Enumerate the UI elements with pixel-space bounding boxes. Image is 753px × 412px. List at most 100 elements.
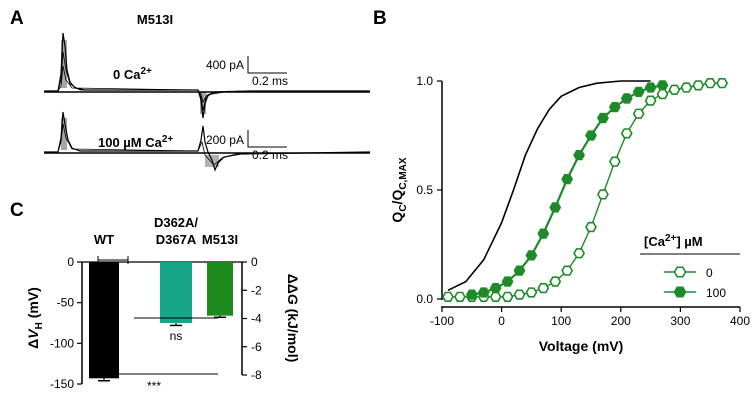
panel-b-reference-curve — [447, 80, 651, 292]
panel-c-bars: WT D362A/D367A M513I — [89, 215, 238, 382]
significance-ns: ns — [170, 329, 183, 343]
b-point-100 — [549, 202, 562, 213]
c-category-label-0: WT — [94, 232, 114, 247]
panel-a: A M513I 0 Ca2+ 400 pA 0.2 ms 100 µM Ca2+ — [10, 8, 371, 172]
b-legend-marker-100 — [673, 286, 687, 298]
b-point-100 — [620, 93, 633, 104]
b-point-100 — [537, 228, 550, 239]
b-ytick-label: 1.0 — [416, 74, 433, 88]
c-ytick-label: -150 — [50, 377, 74, 391]
c-y2-axis-title: ΔΔG (kJ/mol) — [285, 274, 301, 363]
c-y2tick-label: -6 — [251, 340, 262, 354]
b-x-axis-title: Voltage (mV) — [539, 338, 624, 354]
b-point-0 — [585, 221, 597, 233]
scale-current-2: 200 pA — [206, 133, 244, 147]
b-point-0 — [442, 291, 454, 302]
b-xtick-label: 300 — [670, 314, 690, 328]
c-y-axis-title: ΔVH (mV) — [25, 287, 45, 349]
panel-b-axes: -100 0 100 200 300 400 0.0 0.5 1.0 Voltage (mV) QC… — [389, 74, 750, 354]
b-point-0 — [656, 88, 669, 100]
b-point-0 — [680, 82, 693, 93]
trace2-label: 100 µM Ca2+ — [98, 134, 173, 150]
b-point-100 — [632, 86, 645, 98]
b-xtick-label: 400 — [730, 314, 750, 328]
c-category-label-1: D367A — [156, 232, 197, 247]
c-bar-2 — [207, 262, 233, 316]
b-point-100 — [513, 265, 526, 276]
significance-stars: *** — [147, 379, 161, 393]
b-point-0 — [489, 291, 502, 302]
panel-b-series — [442, 78, 729, 302]
b-point-0 — [561, 265, 574, 276]
panel-b-legend: [Ca2+] µM 0 100 — [640, 233, 740, 300]
panel-c: C 0 -50 -100 -150 0 -2 -4 -6 -8 ΔVH (mV) ΔΔG (kJ/m… — [10, 200, 301, 393]
b-point-0 — [704, 78, 717, 89]
scale-time-2: 0.2 ms — [252, 148, 288, 162]
scale-current-1: 400 pA — [206, 58, 244, 72]
trace2-superscript: 2+ — [162, 134, 174, 145]
construct-title: M513I — [137, 12, 173, 27]
b-ytick-label: 0.5 — [416, 183, 433, 197]
b-xtick-label: 100 — [551, 314, 571, 328]
b-point-0 — [632, 108, 645, 119]
b-point-0 — [501, 291, 514, 302]
trace-family-100-ca — [44, 111, 371, 172]
b-point-0 — [620, 128, 633, 139]
b-point-0 — [668, 84, 681, 95]
b-point-0 — [692, 80, 705, 91]
c-bar-1 — [160, 262, 192, 323]
b-point-100 — [465, 289, 478, 300]
c-category-label-2: M513I — [202, 232, 238, 247]
c-ytick-label: 0 — [67, 255, 74, 269]
b-legend-marker-0 — [673, 266, 687, 278]
scale-bar-1: 400 pA 0.2 ms — [206, 56, 288, 88]
trace-family-0-ca — [44, 32, 370, 119]
b-point-100 — [525, 250, 538, 261]
b-point-0 — [644, 95, 657, 106]
b-xtick-label: -100 — [430, 314, 454, 328]
b-series-fit-100 — [471, 84, 663, 296]
panel-c-letter: C — [10, 200, 24, 221]
b-series-fit-0 — [448, 82, 723, 298]
b-point-100 — [608, 102, 621, 113]
b-point-100 — [644, 82, 657, 93]
panel-c-axes: 0 -50 -100 -150 0 -2 -4 -6 -8 ΔVH (mV) ΔΔG (kJ/mol… — [25, 255, 301, 391]
b-y-axis-title: QC/QC,MAX — [389, 157, 409, 222]
b-point-100 — [656, 80, 669, 91]
b-point-100 — [596, 112, 609, 124]
panel-b: B -100 0 100 200 300 400 0.0 0.5 1.0 Voltage (mV)… — [373, 8, 750, 354]
b-point-100 — [489, 282, 502, 294]
b-ytick-label: 0.0 — [416, 292, 433, 306]
panel-b-letter: B — [373, 8, 387, 29]
b-point-0 — [453, 291, 466, 302]
b-xtick-label: 200 — [611, 314, 631, 328]
b-legend-title: [Ca2+] µM — [644, 233, 703, 249]
b-point-100 — [573, 149, 586, 161]
c-y2tick-label: -8 — [251, 368, 262, 382]
b-point-0 — [513, 289, 526, 300]
c-y2tick-label: -4 — [251, 312, 262, 326]
b-point-100 — [501, 276, 514, 287]
c-bar-0 — [89, 262, 119, 379]
c-ytick-label: -100 — [50, 336, 74, 350]
b-point-0 — [716, 78, 729, 89]
c-y2tick-label: 0 — [251, 255, 258, 269]
b-point-0 — [549, 276, 562, 287]
scale-time-1: 0.2 ms — [252, 74, 288, 88]
c-category-label-1: D362A/ — [154, 215, 198, 230]
b-xtick-label: 0 — [498, 314, 505, 328]
b-point-0 — [608, 156, 621, 167]
c-y2tick-label: -2 — [251, 283, 262, 297]
scale-bar-2: 200 pA 0.2 ms — [206, 130, 288, 162]
b-point-0 — [596, 189, 609, 200]
significance-annotations: ns *** — [90, 317, 218, 393]
b-point-100 — [585, 130, 597, 141]
b-legend-label-0: 0 — [706, 266, 713, 280]
b-point-0 — [537, 282, 550, 294]
b-point-0 — [525, 287, 538, 298]
b-reference-curve-line — [447, 80, 651, 292]
b-point-0 — [573, 248, 586, 259]
trace1-label: 0 Ca2+ — [113, 66, 152, 82]
c-ytick-label: -50 — [57, 296, 75, 310]
